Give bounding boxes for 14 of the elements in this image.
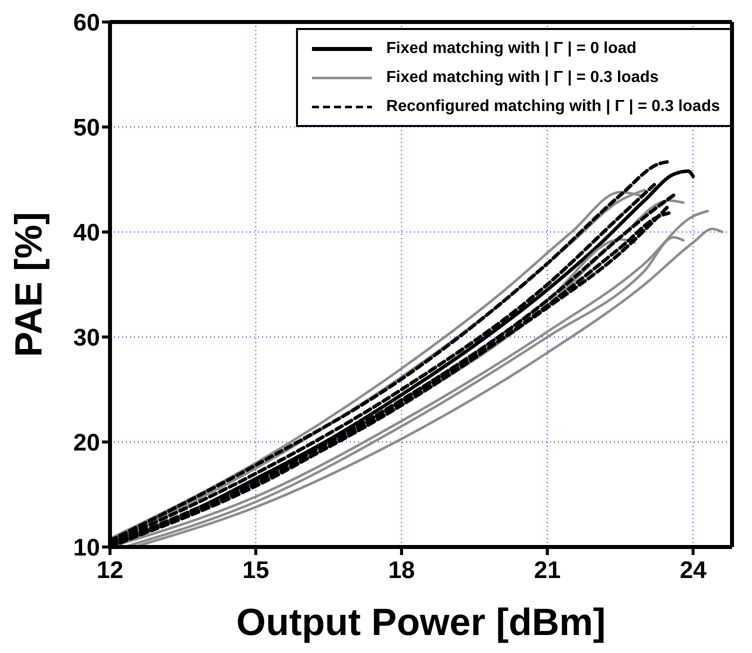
y-tick-label: 20 (73, 430, 100, 457)
y-tick-label: 50 (73, 114, 100, 142)
legend-label: Reconfigured matching with | Γ | = 0.3 loads (386, 98, 720, 116)
x-tick-label: 21 (534, 557, 561, 584)
x-tick-label: 15 (242, 557, 270, 584)
y-tick-label: 30 (73, 324, 100, 352)
y-tick-label: 40 (73, 220, 100, 247)
legend-label: Fixed matching with | Γ | = 0.3 loads (386, 68, 659, 86)
y-tick-label: 60 (73, 10, 100, 37)
x-tick-label: 18 (388, 557, 415, 584)
legend-label: Fixed matching with | Γ | = 0 load (386, 40, 636, 58)
x-tick-label: 24 (680, 557, 708, 584)
y-axis-title: PAE [%] (8, 212, 50, 357)
x-axis-title: Output Power [dBm] (236, 602, 606, 644)
